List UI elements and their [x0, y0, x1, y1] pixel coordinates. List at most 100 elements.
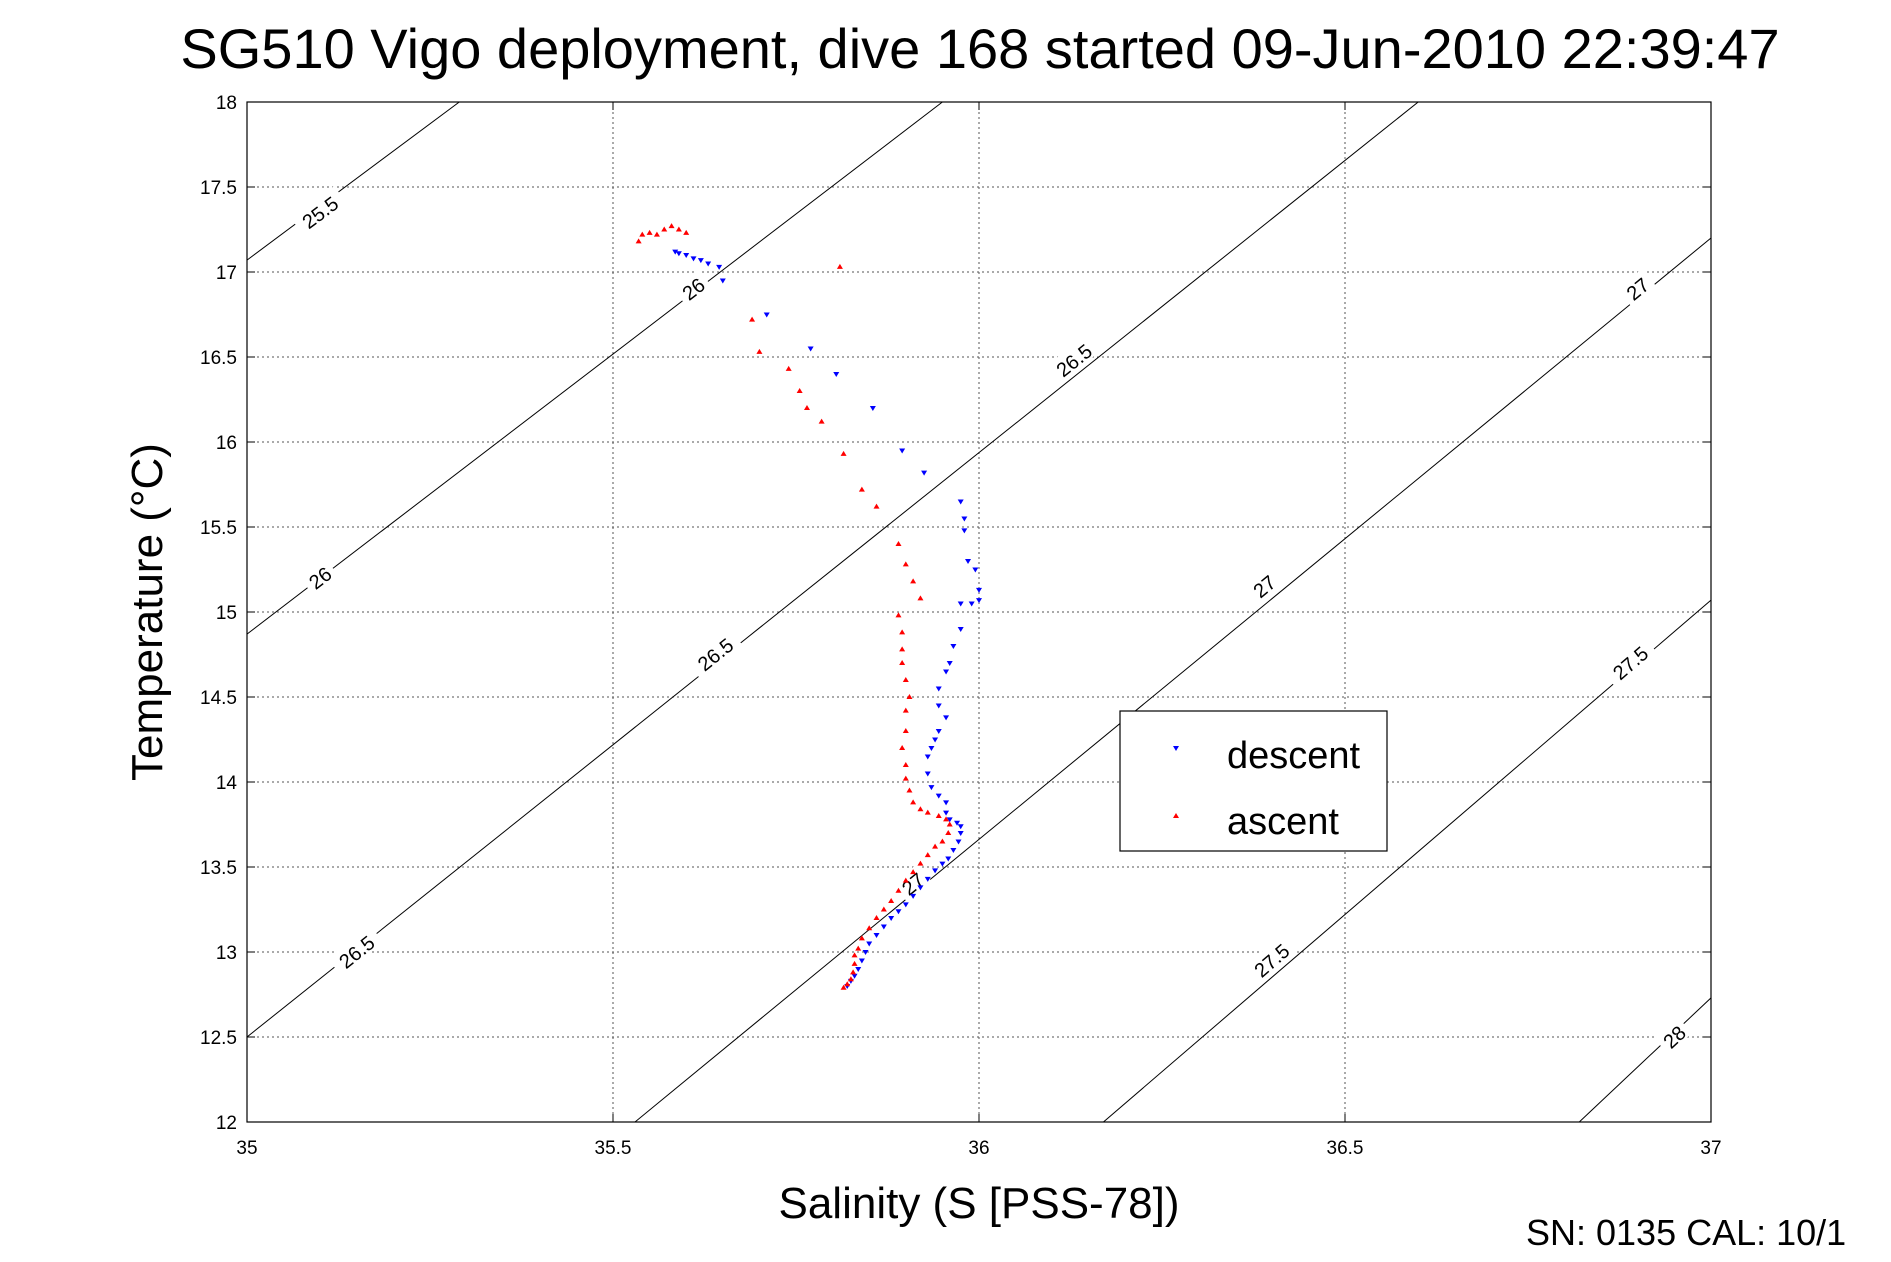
descent-point [961, 516, 968, 522]
ascent-point [902, 728, 909, 733]
ascent-point [803, 405, 810, 410]
y-axis-label: Temperature (°C) [123, 443, 172, 781]
descent-point [902, 902, 909, 908]
density-contour-line [634, 237, 1712, 1123]
descent-point [943, 810, 950, 816]
ascent-point [924, 809, 931, 815]
density-contour-line [246, 101, 1419, 1038]
descent-point [939, 861, 946, 867]
density-contour-line [1578, 997, 1712, 1123]
contour-label-bg [299, 557, 339, 595]
density-contour-label: 28 [1653, 1016, 1693, 1055]
y-tick-label: 13 [216, 943, 237, 964]
descent-point [807, 346, 814, 352]
x-tick-label: 35.5 [595, 1138, 632, 1159]
ascent-point [939, 838, 946, 844]
y-tick-label: 16.5 [200, 348, 237, 369]
contour-label-bg [1601, 635, 1657, 688]
ascent-point [850, 969, 857, 975]
density-contour-label: 25.5 [290, 185, 348, 236]
ascent-point [749, 316, 756, 322]
ascent-point [910, 869, 917, 875]
descent-point [697, 258, 704, 264]
descent-point [957, 601, 964, 607]
x-tick-label: 36 [968, 1138, 989, 1159]
ascent-point [888, 898, 895, 903]
descent-point [976, 587, 982, 593]
ascent-point [906, 694, 913, 699]
ascent-point [910, 578, 917, 584]
descent-point [976, 598, 982, 604]
y-tick-label: 17.5 [200, 178, 237, 199]
contour-label-bg [1243, 566, 1283, 604]
descent-point [935, 793, 942, 799]
descent-point [932, 737, 939, 743]
ascent-point [899, 660, 906, 665]
ascent-point [902, 561, 909, 567]
descent-point [763, 312, 770, 318]
y-tick-label: 15.5 [200, 518, 237, 539]
descent-point [705, 261, 712, 267]
descent-point [943, 715, 950, 721]
contour-label-bg [1653, 1016, 1693, 1055]
x-tick-label: 37 [1700, 1138, 1721, 1159]
descent-point [943, 669, 950, 675]
contour-label-bg [1617, 268, 1656, 307]
ascent-point [873, 915, 880, 920]
ascent-point [935, 813, 942, 818]
contour-label-bg [686, 627, 743, 679]
ascent-point [917, 860, 924, 866]
descent-point [855, 967, 862, 972]
density-contour-line [1103, 599, 1712, 1123]
contour-label-bg [1044, 333, 1101, 385]
ascent-point [917, 806, 924, 812]
descent-point [935, 729, 942, 734]
ascent-point [851, 952, 858, 958]
descent-point [833, 372, 840, 377]
ascent-point [683, 229, 690, 235]
ascent-point [945, 830, 952, 835]
descent-point [928, 785, 935, 791]
x-axis-label: Salinity (S [PSS-78]) [778, 1179, 1179, 1228]
axis-ticks: 35 35.5 36 36.5 37 12 12.5 13 13.5 14 14.5 15 15.5 16… [200, 93, 1722, 1159]
ascent-point [785, 365, 792, 371]
y-tick-label: 18 [216, 93, 237, 114]
density-contour-label: 26.5 [686, 627, 743, 679]
descent-point [946, 661, 953, 666]
y-tick-label: 15 [216, 603, 237, 624]
descent-point [950, 644, 957, 649]
ascent-point [899, 646, 906, 652]
descent-point [935, 703, 942, 709]
descent-point [917, 885, 924, 891]
density-contour-line [246, 101, 943, 635]
descent-point [858, 958, 865, 964]
legend: descent ascent [1119, 710, 1388, 852]
descent-point [932, 868, 939, 874]
ascent-point [902, 775, 909, 781]
ascent-point [836, 263, 843, 269]
ascent-point [906, 787, 913, 793]
ascent-point [880, 906, 887, 912]
ascent-point [858, 935, 865, 941]
legend-label-ascent: ascent [1227, 801, 1339, 843]
density-contour-label: 26 [299, 557, 339, 595]
x-tick-label: 35 [236, 1138, 257, 1159]
ascent-point [902, 762, 909, 767]
legend-marker-ascent [1173, 813, 1179, 818]
ascent-point [899, 745, 906, 750]
ascent-point [653, 231, 660, 237]
chart-title: SG510 Vigo deployment, dive 168 started … [180, 17, 1779, 80]
ascent-point [899, 629, 906, 635]
descent-point [873, 933, 880, 938]
ascent-point [902, 707, 909, 713]
ascent-point [844, 981, 851, 987]
density-contour-line [246, 101, 460, 261]
contour-label-bg [672, 268, 712, 306]
ascent-point [902, 877, 909, 883]
y-tick-label: 12 [216, 1113, 237, 1134]
descent-point [957, 499, 964, 505]
descent-point [672, 249, 679, 255]
legend-box [1119, 710, 1388, 852]
descent-point [954, 820, 961, 826]
